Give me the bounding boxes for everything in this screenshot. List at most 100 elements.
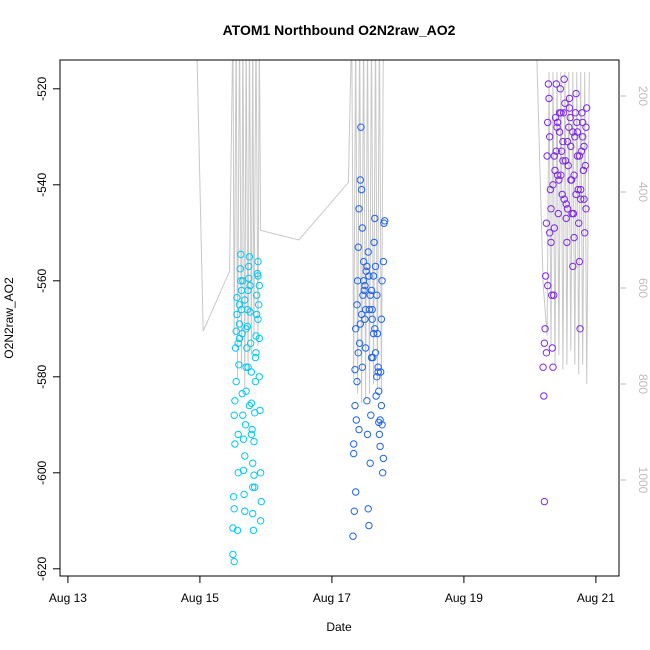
data-point (239, 277, 247, 285)
data-point (230, 557, 238, 566)
data-point (243, 344, 251, 352)
data-point (235, 301, 244, 309)
data-point (542, 349, 551, 357)
data-point (364, 505, 372, 513)
data-point (355, 205, 363, 213)
data-point (356, 320, 364, 328)
data-point (352, 325, 360, 333)
data-point (254, 272, 262, 280)
data-point (550, 291, 558, 299)
data-point (563, 205, 572, 213)
data-point (352, 416, 360, 424)
data-point (378, 421, 386, 429)
y-axis: -520 -540 -560 -580 -600 -620 (35, 76, 60, 581)
data-point (255, 373, 263, 381)
data-point (367, 411, 375, 419)
data-point (234, 339, 242, 347)
data-point (552, 80, 560, 88)
data-point (231, 397, 239, 405)
data-point (256, 406, 264, 415)
data-point (547, 238, 555, 247)
data-point (255, 281, 263, 290)
data-point (369, 272, 378, 280)
data-point (255, 334, 263, 343)
data-point (553, 118, 562, 127)
data-point (372, 392, 380, 400)
data-point (555, 128, 564, 136)
data-point (549, 181, 557, 189)
x-axis: Aug 13 Aug 15 Aug 17 Aug 19 Aug 21 (49, 576, 615, 605)
data-point (540, 339, 549, 347)
data-point (18, 498, 24, 504)
data-point (548, 344, 556, 352)
data-point (244, 363, 252, 371)
data-point (366, 291, 374, 299)
data-point (559, 109, 568, 117)
data-point (354, 243, 362, 251)
data-point (25, 527, 31, 533)
data-point (359, 291, 367, 299)
data-point (253, 310, 261, 319)
data-point (375, 387, 383, 395)
data-point (579, 133, 587, 141)
data-point (541, 325, 549, 333)
data-point (577, 195, 585, 203)
plot-frame (59, 59, 620, 577)
data-point (567, 176, 575, 184)
data-point (241, 507, 249, 515)
data-point (554, 209, 562, 218)
data-point (371, 262, 380, 271)
data-point (236, 265, 244, 273)
chart-title: ATOM1 Northbound O2N2raw_AO2 (223, 22, 456, 38)
data-point (543, 152, 551, 160)
data-point (241, 296, 249, 304)
data-point (247, 430, 256, 439)
data-point (21, 489, 27, 495)
data-point (350, 449, 358, 458)
data-point (540, 392, 548, 400)
data-point (563, 238, 571, 247)
data-point (234, 430, 242, 439)
y2-tick-label: 800 (636, 374, 650, 394)
depth-trace-layer (196, 60, 590, 404)
data-point (579, 118, 587, 127)
data-point (256, 517, 265, 525)
data-point (17, 491, 23, 497)
data-point (546, 133, 554, 141)
data-point (17, 473, 23, 479)
depth-trace-line (196, 60, 590, 404)
data-point (230, 411, 238, 419)
data-point (374, 368, 382, 376)
data-point (550, 224, 558, 232)
data-point (361, 344, 370, 352)
data-point (248, 425, 256, 434)
data-point (574, 185, 582, 194)
data-point (569, 209, 578, 218)
data-point (16, 447, 22, 453)
data-point (583, 104, 591, 112)
data-point (371, 349, 380, 357)
data-point (25, 534, 31, 540)
data-point (230, 505, 238, 513)
data-point (357, 310, 366, 319)
data-point (28, 525, 34, 531)
x-axis-label: Date (326, 620, 352, 634)
data-point (555, 176, 563, 184)
data-point (374, 363, 382, 371)
data-point (555, 109, 564, 117)
data-point (250, 471, 258, 479)
data-point (237, 250, 245, 259)
x-tick-label: Aug 19 (445, 591, 483, 605)
data-point (544, 281, 552, 290)
data-point (569, 262, 577, 271)
data-point (21, 518, 27, 524)
data-point (575, 257, 584, 266)
data-point (361, 305, 370, 314)
data-point (254, 315, 262, 323)
data-point (369, 329, 378, 338)
data-point (371, 214, 379, 223)
data-point (575, 152, 584, 160)
data-point (249, 483, 257, 491)
data-point (28, 499, 34, 505)
data-point (556, 85, 564, 93)
